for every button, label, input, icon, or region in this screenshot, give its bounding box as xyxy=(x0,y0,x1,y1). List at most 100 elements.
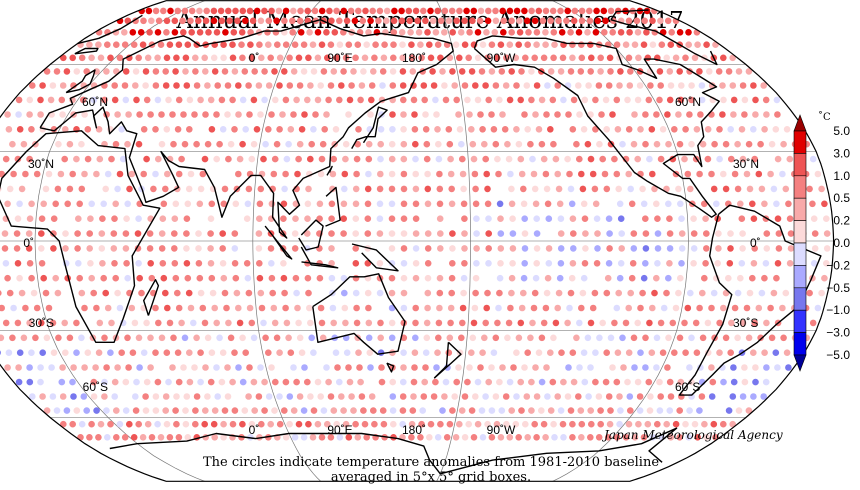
map-boundary xyxy=(0,0,835,482)
anomaly-dot xyxy=(137,29,145,36)
anomaly-dot xyxy=(341,170,349,178)
anomaly-dot xyxy=(328,215,335,222)
anomaly-dot xyxy=(563,17,570,25)
anomaly-dot xyxy=(239,420,246,428)
legend-swatch xyxy=(793,175,807,199)
anomaly-dot xyxy=(5,126,13,133)
anomaly-dot xyxy=(814,170,822,178)
anomaly-dot xyxy=(380,420,388,428)
anomaly-dot xyxy=(250,96,258,104)
anomaly-dot xyxy=(446,334,454,342)
anomaly-dot xyxy=(282,304,289,312)
anomaly-dot xyxy=(247,41,254,48)
anomaly-dot xyxy=(211,407,219,414)
anomaly-dot xyxy=(296,140,304,148)
anomaly-dot xyxy=(543,111,550,118)
anomaly-dot xyxy=(202,68,209,75)
anomaly-dot xyxy=(135,420,142,428)
anomaly-dot xyxy=(488,364,495,371)
anomaly-dot xyxy=(282,41,290,48)
anomaly-dot xyxy=(55,140,62,148)
anomaly-dot xyxy=(157,434,165,441)
anomaly-dot xyxy=(154,29,162,36)
anomaly-dot xyxy=(600,7,608,15)
anomaly-dot xyxy=(566,304,573,312)
anomaly-dot xyxy=(162,393,170,400)
anomaly-dot xyxy=(136,364,143,371)
anomaly-dot xyxy=(175,378,183,386)
anomaly-dot xyxy=(379,407,387,414)
anomaly-dot xyxy=(234,17,241,25)
coastline-path xyxy=(74,47,99,55)
anomaly-dot xyxy=(107,420,114,428)
anomaly-dot xyxy=(545,215,553,222)
anomaly-dot xyxy=(787,245,795,252)
anomaly-dot xyxy=(144,420,152,428)
anomaly-dot xyxy=(388,260,396,267)
anomaly-dot xyxy=(617,407,624,414)
anomaly-dot xyxy=(533,230,541,237)
anomaly-dot xyxy=(297,7,304,15)
anomaly-dot xyxy=(197,185,205,193)
anomaly-dot xyxy=(446,420,454,428)
anomaly-dot xyxy=(124,140,131,148)
anomaly-dot xyxy=(143,378,151,386)
anomaly-dot xyxy=(595,434,603,441)
anomaly-dot xyxy=(423,140,431,148)
anomaly-dot xyxy=(654,215,661,222)
anomaly-dot xyxy=(166,41,174,48)
anomaly-dot xyxy=(26,260,34,267)
anomaly-dot xyxy=(104,170,112,178)
anomaly-dot xyxy=(780,334,787,342)
anomaly-dot xyxy=(411,126,419,133)
anomaly-dot xyxy=(317,393,325,400)
anomaly-dot xyxy=(665,200,672,208)
anomaly-dot xyxy=(297,29,305,36)
anomaly-dot xyxy=(741,96,749,104)
anomaly-dot xyxy=(452,434,460,441)
anomaly-dot xyxy=(59,82,67,89)
anomaly-dot xyxy=(148,434,156,441)
caption-line-1: The circles indicate temperature anomali… xyxy=(202,455,660,470)
anomaly-dot xyxy=(287,126,295,133)
anomaly-dot xyxy=(74,245,81,252)
anomaly-dot xyxy=(208,274,216,282)
anomaly-dot xyxy=(293,378,300,386)
anomaly-dot xyxy=(22,304,29,312)
anomaly-dot xyxy=(157,41,165,48)
anomaly-dot xyxy=(575,82,582,89)
anomaly-dot xyxy=(720,420,727,428)
anomaly-dot xyxy=(63,68,71,75)
anomaly-dot xyxy=(749,200,756,208)
anomaly-dot xyxy=(204,82,211,89)
anomaly-dot xyxy=(319,334,327,342)
anomaly-dot xyxy=(506,96,514,104)
anomaly-dot xyxy=(427,7,434,15)
anomaly-dot xyxy=(281,289,288,297)
anomaly-dot xyxy=(451,393,459,400)
anomaly-dot xyxy=(202,407,209,414)
anomaly-dot xyxy=(328,245,335,252)
anomaly-dot xyxy=(235,82,242,89)
anomaly-dot xyxy=(28,200,35,208)
anomaly-dot xyxy=(381,41,388,48)
anomaly-dot xyxy=(441,29,448,36)
anomaly-dot xyxy=(716,319,723,327)
anomaly-dot xyxy=(184,41,192,48)
anomaly-dot xyxy=(782,185,790,193)
anomaly-dot xyxy=(371,420,378,428)
anomaly-dot xyxy=(570,245,577,252)
anomaly-dot xyxy=(132,82,139,89)
anomaly-dot xyxy=(474,420,482,428)
anomaly-dot xyxy=(390,41,397,48)
anomaly-dot xyxy=(432,29,440,36)
anomaly-dot xyxy=(163,126,171,133)
anomaly-dot xyxy=(304,215,311,222)
anomaly-dot xyxy=(741,378,749,386)
anomaly-dot xyxy=(468,407,476,414)
anomaly-dot xyxy=(630,334,638,342)
anomaly-dot xyxy=(110,230,118,237)
anomaly-dot xyxy=(774,155,782,163)
anomaly-dot xyxy=(499,7,507,15)
coastlines xyxy=(0,9,822,475)
